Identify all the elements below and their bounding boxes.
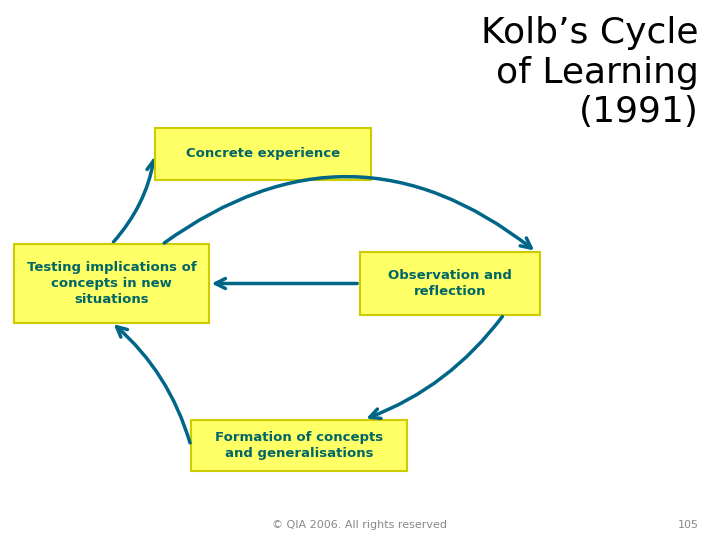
Text: Formation of concepts
and generalisations: Formation of concepts and generalisation… — [215, 431, 383, 460]
FancyBboxPatch shape — [360, 252, 540, 314]
Text: Observation and
reflection: Observation and reflection — [388, 269, 512, 298]
Text: Kolb’s Cycle
of Learning
(1991): Kolb’s Cycle of Learning (1991) — [481, 16, 698, 129]
Text: 105: 105 — [678, 520, 698, 530]
FancyBboxPatch shape — [14, 244, 209, 322]
Text: Testing implications of
concepts in new
situations: Testing implications of concepts in new … — [27, 261, 197, 306]
Text: © QIA 2006. All rights reserved: © QIA 2006. All rights reserved — [272, 520, 448, 530]
FancyBboxPatch shape — [155, 128, 371, 179]
Text: Concrete experience: Concrete experience — [186, 147, 340, 160]
FancyBboxPatch shape — [191, 420, 407, 471]
